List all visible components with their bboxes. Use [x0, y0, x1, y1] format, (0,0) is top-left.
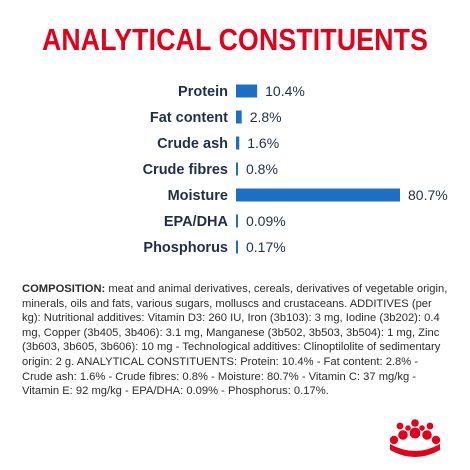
bar-protein	[236, 84, 258, 98]
bar-fat-content	[236, 110, 242, 124]
bar-crude-ash	[236, 136, 240, 150]
category-label-epa-dha: EPA/DHA	[164, 214, 229, 230]
value-label-crude-ash: 1.6%	[247, 135, 279, 151]
category-label-fat-content: Fat content	[150, 110, 228, 126]
category-label-crude-ash: Crude ash	[157, 136, 228, 152]
category-label-protein: Protein	[178, 84, 228, 100]
value-label-fat-content: 2.8%	[250, 109, 282, 125]
bar-epa-dha	[236, 214, 238, 228]
value-label-epa-dha: 0.09%	[246, 213, 286, 229]
value-label-phosphorus: 0.17%	[246, 239, 286, 255]
bar-crude-fibres	[236, 162, 238, 176]
composition-lead: COMPOSITION:	[22, 283, 106, 295]
value-label-protein: 10.4%	[265, 83, 305, 99]
page-title: ANALYTICAL CONSTITUENTS	[41, 22, 429, 57]
category-label-phosphorus: Phosphorus	[143, 240, 228, 256]
composition-text: COMPOSITION: meat and animal derivatives…	[22, 282, 448, 399]
bar-phosphorus	[236, 240, 238, 254]
category-label-crude-fibres: Crude fibres	[143, 162, 228, 178]
royal-canin-crown-logo-icon	[389, 419, 441, 457]
constituents-bar-chart: Protein 10.4% Fat content 2.8% Crude ash 1.6%…	[143, 83, 448, 256]
category-label-moisture: Moisture	[168, 188, 228, 204]
value-label-moisture: 80.7%	[408, 187, 448, 203]
bar-moisture	[236, 188, 400, 202]
composition-body: meat and animal derivatives, cereals, de…	[22, 283, 448, 398]
value-label-crude-fibres: 0.8%	[246, 161, 278, 177]
